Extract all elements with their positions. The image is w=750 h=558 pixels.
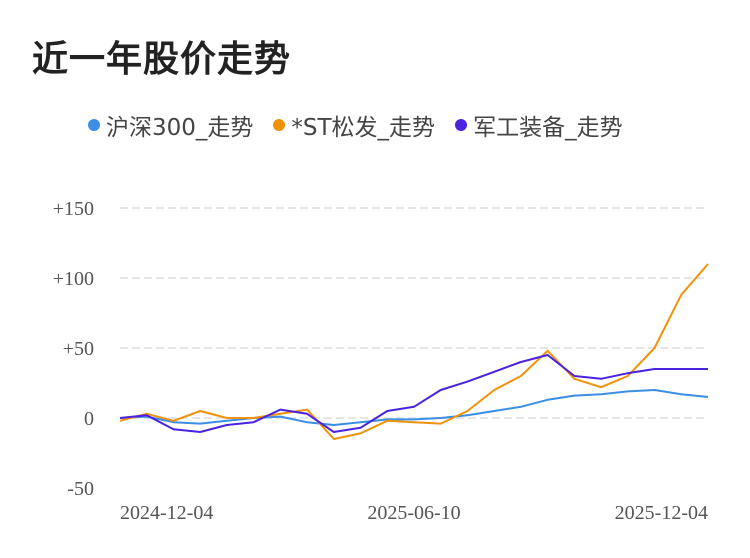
chart-legend: 沪深300_走势 *ST松发_走势 军工装备_走势: [88, 108, 623, 142]
legend-item-hs300[interactable]: 沪深300_走势: [88, 108, 253, 142]
legend-label-military: 军工装备_走势: [473, 115, 623, 141]
x-tick-label: 2025-06-10: [367, 502, 460, 524]
y-tick-label: +150: [53, 198, 94, 220]
series-line-2: [119, 354, 708, 433]
y-tick-label: +50: [63, 338, 94, 360]
legend-label-stsong: *ST松发_走势: [291, 115, 436, 141]
x-tick-label: 2025-12-04: [615, 502, 708, 524]
legend-dot-military-icon: [455, 119, 468, 131]
legend-dot-stsong-icon: [273, 119, 286, 131]
legend-item-stsong[interactable]: *ST松发_走势: [273, 108, 435, 142]
chart-title: 近一年股价走势: [32, 39, 292, 80]
series-lines: [119, 263, 709, 440]
x-axis-ticks: 2024-12-04 2025-06-10 2025-12-04: [120, 502, 708, 524]
legend-label-hs300: 沪深300_走势: [106, 115, 254, 141]
y-axis-ticks: +150 +100 +50 0 -50: [53, 198, 94, 500]
y-tick-label: 0: [84, 408, 94, 430]
y-tick-label: -50: [67, 478, 94, 500]
y-tick-label: +100: [53, 268, 94, 290]
x-tick-label: 2024-12-04: [120, 502, 213, 524]
grid-lines: [120, 207, 708, 419]
series-line-0: [119, 389, 709, 426]
series-line-1: [119, 263, 709, 440]
legend-item-military[interactable]: 军工装备_走势: [455, 108, 623, 142]
legend-dot-hs300-icon: [88, 119, 100, 131]
